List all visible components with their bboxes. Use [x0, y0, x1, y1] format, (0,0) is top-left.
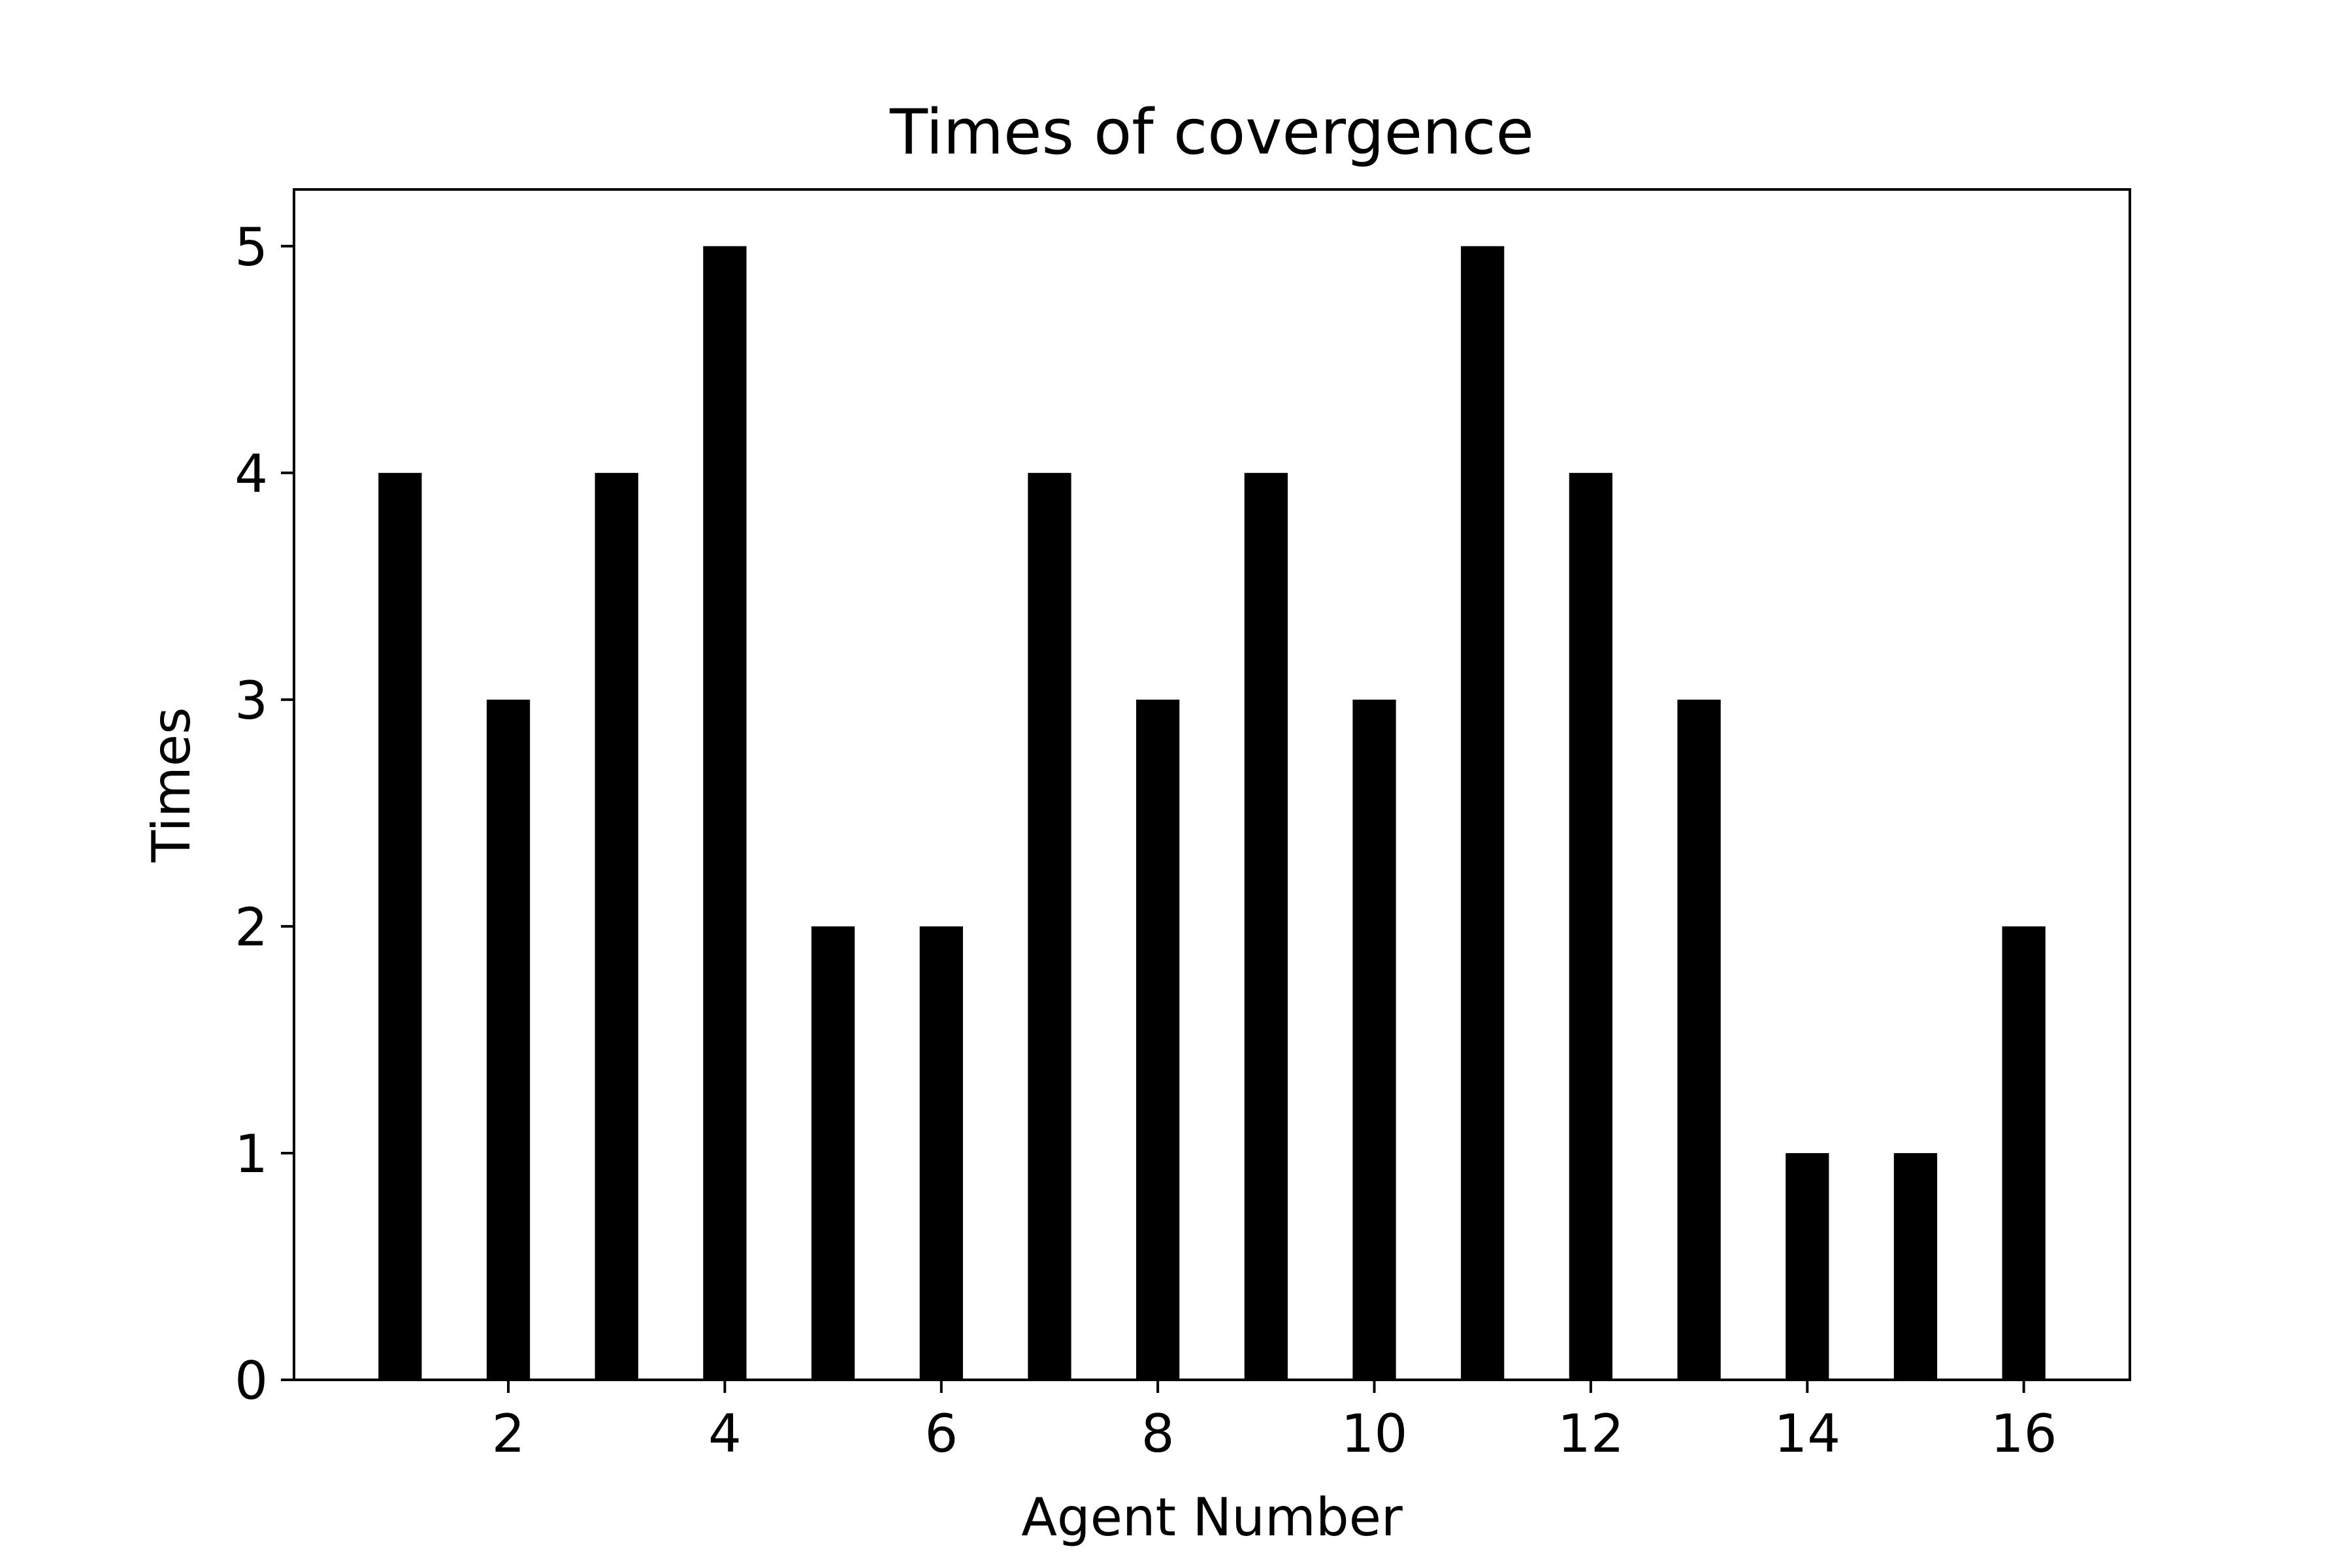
bar-agent-13 [1677, 699, 1721, 1380]
bar-agent-7 [1028, 472, 1071, 1380]
x-tick-label: 12 [1558, 1403, 1624, 1464]
y-tick-label: 4 [235, 444, 268, 504]
bar-agent-8 [1136, 699, 1180, 1380]
x-tick-label: 6 [924, 1403, 958, 1464]
x-axis-label: Agent Number [1021, 1487, 1403, 1548]
bar-agent-5 [811, 926, 855, 1380]
chart-title: Times of covergence [889, 97, 1534, 169]
x-tick-label: 10 [1341, 1403, 1408, 1464]
y-tick-label: 1 [235, 1124, 268, 1184]
bar-agent-9 [1244, 472, 1288, 1380]
y-tick-label: 2 [235, 897, 268, 958]
bar-agent-12 [1569, 472, 1613, 1380]
bar-agent-15 [1893, 1152, 1938, 1380]
bar-agent-4 [703, 246, 747, 1380]
bar-agent-14 [1786, 1152, 1829, 1380]
bar-agent-6 [919, 926, 963, 1380]
bar-agent-2 [486, 699, 531, 1380]
bar-agent-1 [378, 472, 422, 1380]
plot-area-frame [293, 188, 2131, 1381]
y-axis-ticks: 0 1 2 3 4 5 [235, 217, 294, 1411]
y-tick-label: 0 [235, 1350, 268, 1411]
x-tick-label: 14 [1774, 1403, 1840, 1464]
bars [378, 246, 2046, 1380]
bar-agent-3 [595, 472, 638, 1380]
x-tick-label: 2 [492, 1403, 525, 1464]
y-tick-label: 5 [235, 217, 268, 278]
x-axis-ticks: 2 4 6 8 10 12 14 16 [492, 1380, 2057, 1464]
bar-agent-16 [2002, 926, 2046, 1380]
y-axis-label: Times [141, 707, 202, 862]
y-tick-label: 3 [235, 670, 268, 731]
bar-agent-10 [1352, 699, 1396, 1380]
bar-agent-11 [1461, 246, 1505, 1380]
x-tick-label: 4 [708, 1403, 742, 1464]
x-tick-label: 8 [1141, 1403, 1175, 1464]
x-tick-label: 16 [1991, 1403, 2057, 1464]
